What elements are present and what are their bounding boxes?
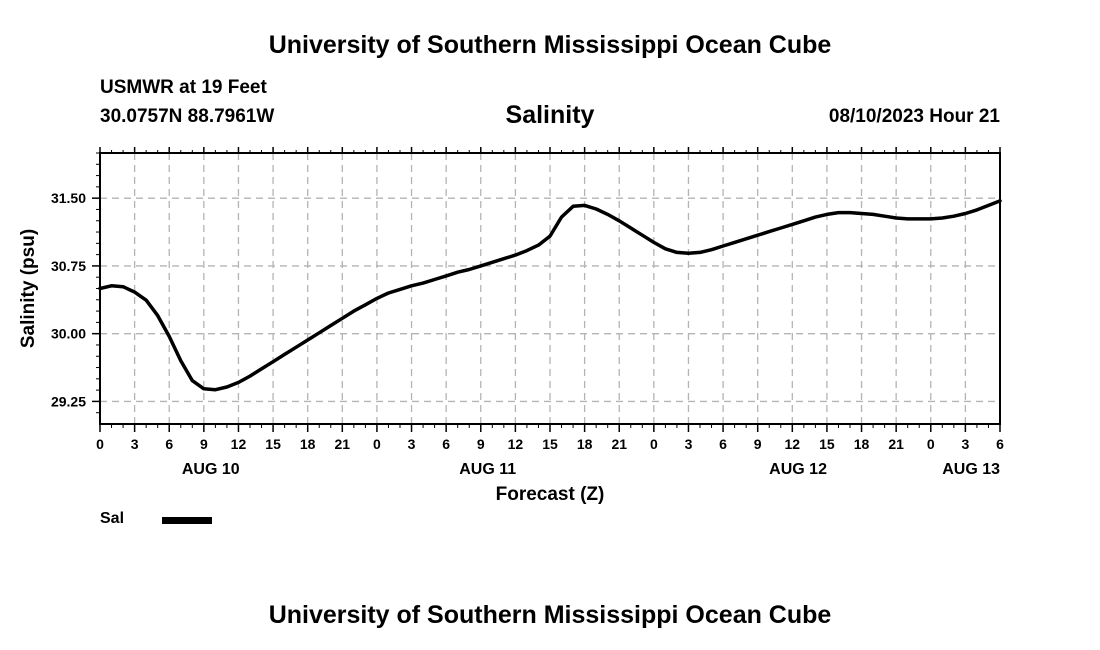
x-tick-label: 12 (231, 436, 247, 452)
x-tick-label: 0 (96, 436, 104, 452)
x-tick-label: 6 (442, 436, 450, 452)
legend-swatch (162, 517, 212, 524)
legend-label: Sal (100, 510, 125, 527)
y-axis-label: Salinity (psu) (18, 229, 39, 348)
x-tick-label: 6 (996, 436, 1004, 452)
y-tick-label: 30.75 (51, 258, 86, 274)
x-tick-label: 3 (685, 436, 693, 452)
station-label: USMWR at 19 Feet (100, 77, 267, 98)
forecast-datetime: 08/10/2023 Hour 21 (828, 106, 1000, 127)
x-tick-label: 15 (819, 436, 835, 452)
x-tick-label: 6 (165, 436, 173, 452)
x-tick-label: 18 (300, 436, 316, 452)
x-tick-label: 6 (719, 436, 727, 452)
x-tick-label: 3 (961, 436, 969, 452)
x-tick-label: 3 (408, 436, 416, 452)
x-tick-label: 0 (373, 436, 381, 452)
chart-title: Salinity (505, 101, 595, 129)
series-line-sal (98, 199, 1002, 392)
x-tick-label: 15 (542, 436, 558, 452)
x-day-label: AUG 12 (769, 461, 827, 478)
x-axis-label: Forecast (Z) (496, 484, 605, 505)
x-tick-label: 21 (611, 436, 627, 452)
x-day-label: AUG 13 (942, 461, 1000, 478)
x-tick-label: 0 (927, 436, 935, 452)
y-tick-label: 31.50 (51, 190, 86, 206)
x-tick-label: 18 (854, 436, 870, 452)
x-tick-label: 12 (508, 436, 524, 452)
x-tick-label: 0 (650, 436, 658, 452)
y-tick-label: 30.00 (51, 326, 86, 342)
x-tick-label: 21 (888, 436, 904, 452)
x-tick-label: 9 (754, 436, 762, 452)
y-tick-label: 29.25 (51, 393, 86, 409)
x-tick-label: 15 (265, 436, 281, 452)
x-tick-label: 21 (335, 436, 351, 452)
x-tick-label: 9 (200, 436, 208, 452)
x-tick-label: 18 (577, 436, 593, 452)
x-tick-label: 12 (785, 436, 801, 452)
x-day-label: AUG 10 (182, 461, 240, 478)
x-tick-label: 9 (477, 436, 485, 452)
station-coordinates: 30.0757N 88.7961W (100, 106, 275, 127)
footer-title: University of Southern Mississippi Ocean… (268, 601, 832, 629)
page-title: University of Southern Mississippi Ocean… (268, 31, 832, 59)
x-tick-label: 3 (131, 436, 139, 452)
x-day-label: AUG 11 (459, 461, 516, 478)
